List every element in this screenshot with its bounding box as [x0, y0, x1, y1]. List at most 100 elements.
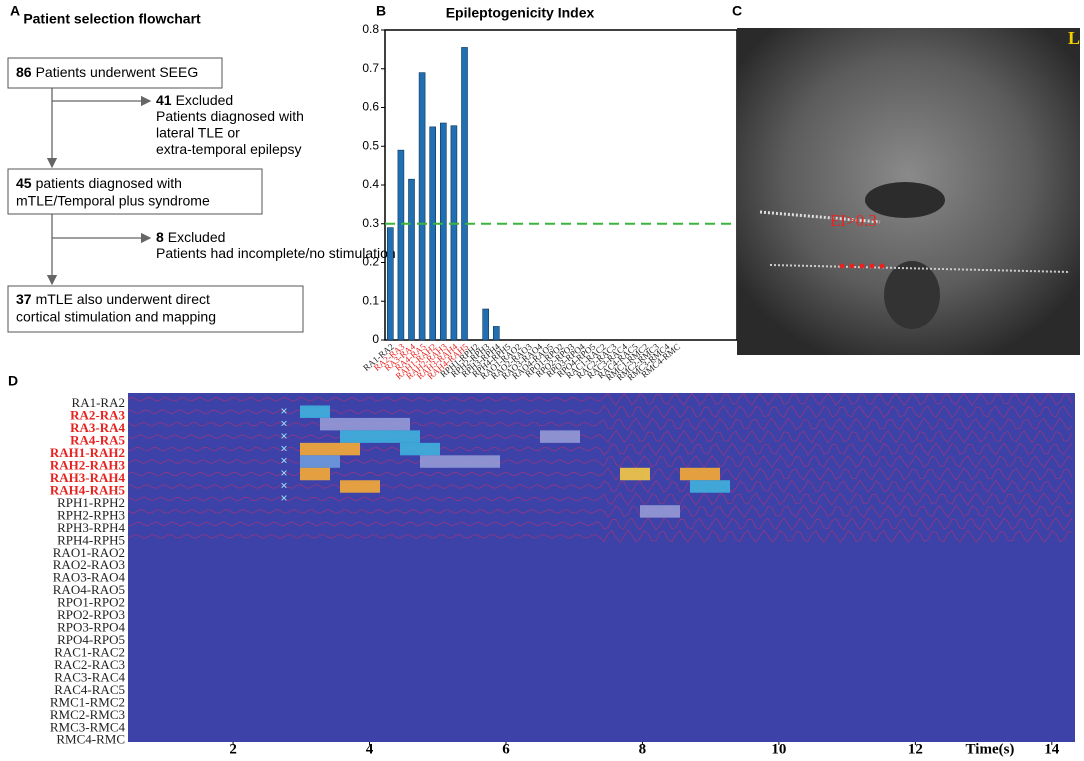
row-label: RAH1-RAH2: [50, 445, 125, 460]
heatmap-cell: [300, 467, 330, 481]
trace: [127, 417, 1073, 431]
y-tick-label: 0.7: [362, 61, 379, 75]
row-label: RPH3-RPH4: [57, 520, 125, 535]
row-label: RMC3-RMC4: [50, 719, 126, 734]
mri-ventricle: [865, 182, 945, 218]
y-tick-label: 0.4: [362, 177, 379, 191]
heatmap-cell: [300, 442, 360, 456]
heatmap-cell: [300, 455, 340, 468]
mri-brainstem: [884, 261, 940, 329]
flow-line: Excluded: [176, 92, 234, 108]
row-label: RPH2-RPH3: [57, 507, 125, 522]
bar: [450, 125, 458, 341]
heatmap-cell: [690, 480, 730, 493]
row-label: RA3-RA4: [70, 420, 125, 435]
flow-box-text: 45 patients diagnosed with: [16, 175, 182, 191]
flow-line: Patients had incomplete/no stimulation: [156, 245, 396, 261]
trace: [127, 442, 1073, 456]
row-label: RPO2-RPO3: [57, 607, 125, 622]
trace: [127, 504, 1073, 519]
bar: [492, 326, 500, 341]
marker-x: ×: [280, 404, 287, 418]
x-tick-label: 12: [908, 741, 923, 757]
trace: [127, 405, 1073, 419]
x-axis-label: Time(s): [966, 741, 1015, 757]
flow-line: extra-temporal epilepsy: [156, 141, 302, 157]
panel-label: C: [732, 3, 742, 19]
bar: [408, 178, 415, 341]
y-tick-label: 0.8: [362, 22, 379, 36]
bar: [439, 122, 447, 341]
row-label: RAO4-RAO5: [53, 582, 125, 597]
trace: [127, 492, 1073, 506]
marker-x: ×: [280, 454, 287, 468]
x-tick-label: 8: [639, 741, 647, 757]
y-tick-label: 0.2: [362, 255, 379, 269]
bar: [386, 227, 394, 341]
flow-number: 41: [156, 92, 172, 108]
flow-line: Excluded: [168, 229, 226, 245]
chart-title: Epileptogenicity Index: [446, 5, 595, 21]
panel-label: B: [376, 3, 386, 19]
row-label: RMC4-RMC: [56, 732, 125, 747]
bar: [461, 47, 468, 341]
contact: [859, 263, 865, 269]
row-label: RA1-RA2: [72, 395, 125, 410]
bar: [397, 149, 405, 341]
trace: [127, 467, 1073, 481]
flow-box: [7, 285, 304, 333]
x-tick-label: 10: [771, 741, 786, 757]
flow-line: cortical stimulation and mapping: [16, 309, 216, 325]
row-label: RAO1-RAO2: [53, 545, 125, 560]
x-tick-label: 14: [1044, 741, 1060, 757]
marker-x: ×: [280, 429, 287, 443]
flow-number: 37: [16, 291, 32, 307]
heatmap-cell: [300, 405, 330, 418]
contact: [869, 263, 875, 269]
y-tick-label: 0.6: [362, 100, 379, 114]
bar: [482, 308, 490, 341]
heatmap-cell: [640, 505, 680, 518]
flow-number: 86: [16, 64, 32, 80]
heatmap-cell: [420, 455, 500, 468]
row-label: RAO2-RAO3: [53, 557, 125, 572]
heatmap-cell: [680, 467, 720, 481]
flowchart-title: Patient selection flowchart: [23, 11, 201, 27]
heatmap-bg: [128, 393, 1075, 742]
bar: [429, 126, 437, 341]
row-label: RAC4-RAC5: [54, 682, 125, 697]
flow-line: mTLE also underwent direct: [36, 291, 210, 307]
flow-box-text: 86 Patients underwent SEEG: [16, 64, 198, 80]
flow-box: [7, 168, 263, 215]
trace: [127, 430, 1073, 444]
row-label: RMC2-RMC3: [50, 707, 125, 722]
trace: [127, 517, 1073, 531]
row-label: RAC3-RAC4: [54, 669, 125, 684]
flow-line: lateral TLE or: [156, 125, 240, 141]
electrode: [759, 210, 881, 224]
flow-excl: 41 Excluded: [156, 92, 233, 108]
y-tick-label: 0.3: [362, 216, 379, 230]
panel-label: A: [10, 3, 20, 19]
row-label: RA2-RA3: [70, 408, 125, 423]
flow-number: 45: [16, 175, 32, 191]
row-label: RMC1-RMC2: [50, 694, 125, 709]
flow-line: mTLE/Temporal plus syndrome: [16, 193, 210, 209]
heatmap-cell: [320, 417, 410, 431]
row-label: RPO4-RPO5: [57, 632, 125, 647]
flow-line: patients diagnosed with: [36, 175, 182, 191]
flow-arrows: [46, 88, 152, 286]
row-label: RAC1-RAC2: [54, 644, 125, 659]
heatmap-cell: [540, 430, 580, 443]
x-tick-label: 6: [502, 741, 510, 757]
row-label: RPO1-RPO2: [57, 595, 125, 610]
marker-x: ×: [280, 491, 287, 505]
marker-x: ×: [280, 441, 287, 455]
flow-excl: 8 Excluded: [156, 229, 225, 245]
trace: [127, 454, 1073, 469]
row-label: RAH4-RAH5: [50, 482, 126, 497]
flow-number: 8: [156, 229, 164, 245]
heatmap-cell: [340, 430, 420, 443]
row-label: RAO3-RAO4: [53, 570, 126, 585]
heatmap-cell: [400, 442, 440, 456]
